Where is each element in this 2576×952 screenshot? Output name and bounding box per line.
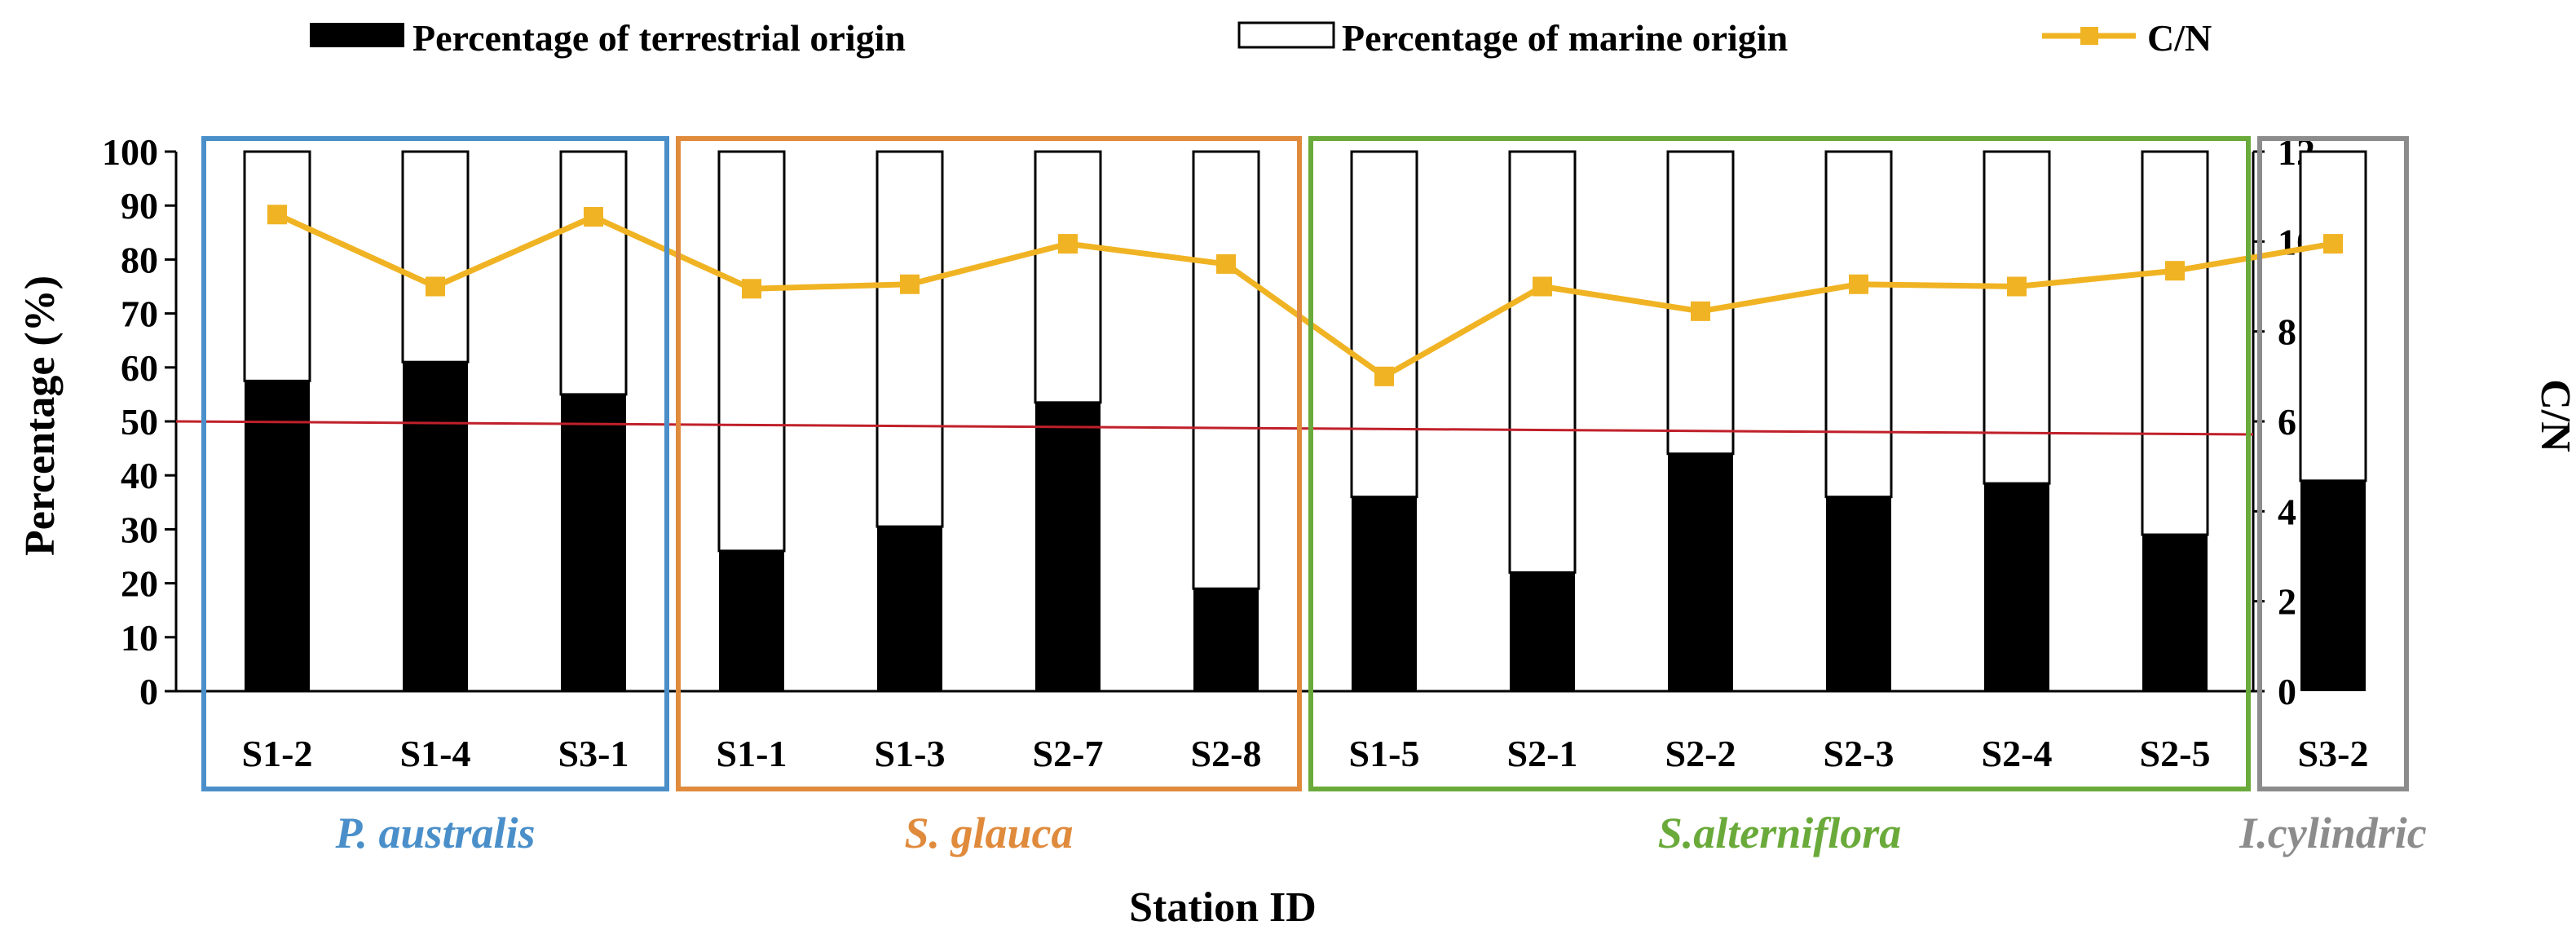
cn-point-S1-3 (900, 274, 920, 294)
x-tick-label-S1-2: S1-2 (242, 733, 313, 774)
bar-terrestrial-S2-4 (1984, 483, 2049, 691)
x-tick-label-S2-3: S2-3 (1824, 733, 1895, 774)
cn-point-S3-2 (2323, 234, 2343, 254)
bar-marine-S2-3 (1824, 150, 1893, 499)
y-tick-label: 30 (121, 509, 158, 550)
bar-terrestrial-S1-5 (1352, 496, 1417, 691)
group-label-1: S. glauca (904, 809, 1073, 857)
legend-label-marine: Percentage of marine origin (1342, 17, 1788, 59)
y-tick-label: 70 (121, 293, 158, 335)
bar-marine-S3-1 (559, 150, 628, 396)
bar-terrestrial-S1-3 (877, 527, 942, 691)
y-tick-label: 60 (121, 347, 158, 389)
bar-terrestrial-S3-2 (2300, 480, 2366, 691)
y2-axis-title: C/N (2532, 379, 2576, 452)
y-tick-label: 100 (102, 131, 158, 173)
cn-point-S1-5 (1374, 366, 1394, 386)
x-tick-label-S2-5: S2-5 (2140, 733, 2211, 774)
bar-marine-S1-4 (401, 150, 470, 364)
legend-marker-cn (2080, 27, 2098, 45)
legend-swatch-terrestrial (310, 23, 404, 47)
legend: Percentage of terrestrial origin Percent… (310, 17, 2212, 59)
y2-tick-label: 8 (2278, 311, 2296, 353)
reference-line-50 (175, 420, 2254, 436)
cn-point-S2-2 (1691, 301, 1710, 321)
bar-marine-S1-3 (876, 150, 944, 528)
bar-marine-S2-5 (2141, 150, 2209, 536)
x-tick-label-S1-4: S1-4 (400, 733, 471, 774)
bar-marine-S1-1 (717, 150, 786, 553)
bar-terrestrial-S2-3 (1826, 496, 1891, 691)
group-label-3: I.cylindric (2239, 809, 2427, 857)
bar-terrestrial-S2-5 (2142, 535, 2208, 691)
bar-marine-S3-2 (2299, 150, 2367, 483)
y-tick-label: 90 (121, 185, 158, 227)
bar-terrestrial-S2-2 (1668, 453, 1733, 691)
cn-point-S1-4 (426, 276, 445, 297)
x-tick-label-S2-2: S2-2 (1665, 733, 1736, 774)
y2-tick-label: 0 (2278, 671, 2296, 712)
x-tick-label-S2-1: S2-1 (1507, 733, 1578, 774)
y2-tick-label: 4 (2278, 491, 2296, 532)
y-tick-label: 0 (139, 671, 158, 712)
bar-marine-S2-7 (1034, 150, 1102, 404)
group-box-1 (676, 136, 1302, 791)
bar-marine-S1-2 (243, 150, 311, 382)
y-tick-label: 80 (121, 239, 158, 280)
bar-terrestrial-S2-8 (1193, 588, 1259, 691)
bar-terrestrial-S1-1 (719, 550, 784, 691)
legend-swatch-marine (1237, 21, 1335, 49)
group-box-2 (1308, 136, 2251, 791)
cn-point-S2-3 (1849, 274, 1868, 294)
y2-tick-label: 6 (2278, 401, 2296, 443)
group-label-2: S.alterniflora (1658, 809, 1902, 857)
bar-marine-S2-8 (1192, 150, 1260, 590)
cn-line (276, 212, 2334, 380)
cn-point-S2-1 (1533, 276, 1552, 297)
cn-point-S1-1 (742, 279, 761, 299)
x-tick-label-S2-8: S2-8 (1191, 733, 1262, 774)
cn-point-S2-4 (2007, 276, 2027, 297)
y-tick-label: 20 (121, 563, 158, 605)
bar-terrestrial-S1-2 (245, 381, 310, 691)
y-tick-label: 10 (121, 617, 158, 659)
group-box-0 (201, 136, 669, 791)
group-label-0: P. australis (334, 809, 535, 857)
cn-point-S2-8 (1216, 253, 1236, 274)
x-tick-label-S2-4: S2-4 (1982, 733, 2053, 774)
bar-terrestrial-S3-1 (561, 394, 626, 691)
x-tick-label-S3-2: S3-2 (2298, 733, 2369, 774)
legend-label-cn: C/N (2147, 17, 2212, 59)
x-axis-title: Station ID (1129, 884, 1317, 931)
group-box-3 (2257, 136, 2409, 791)
cn-point-S3-1 (584, 206, 603, 227)
x-tick-label-S1-1: S1-1 (717, 733, 787, 774)
y2-tick-label: 2 (2278, 581, 2296, 623)
x-tick-label-S3-1: S3-1 (558, 733, 629, 774)
x-tick-label-S2-7: S2-7 (1033, 733, 1104, 774)
y-tick-label: 50 (121, 401, 158, 443)
bar-terrestrial-S1-4 (403, 362, 468, 691)
bar-marine-S2-1 (1508, 150, 1577, 574)
bar-terrestrial-S2-7 (1035, 402, 1101, 691)
x-tick-label-S1-5: S1-5 (1349, 733, 1420, 774)
bar-terrestrial-S2-1 (1510, 572, 1575, 691)
y-tick-label: 40 (121, 455, 158, 496)
cn-point-S2-5 (2165, 261, 2185, 281)
bar-marine-S1-5 (1350, 150, 1418, 499)
cn-point-S1-2 (267, 205, 287, 225)
x-tick-label-S1-3: S1-3 (875, 733, 946, 774)
y-axis-title: Percentage (%) (17, 275, 64, 556)
cn-point-S2-7 (1058, 234, 1078, 254)
legend-label-terrestrial: Percentage of terrestrial origin (412, 17, 906, 59)
